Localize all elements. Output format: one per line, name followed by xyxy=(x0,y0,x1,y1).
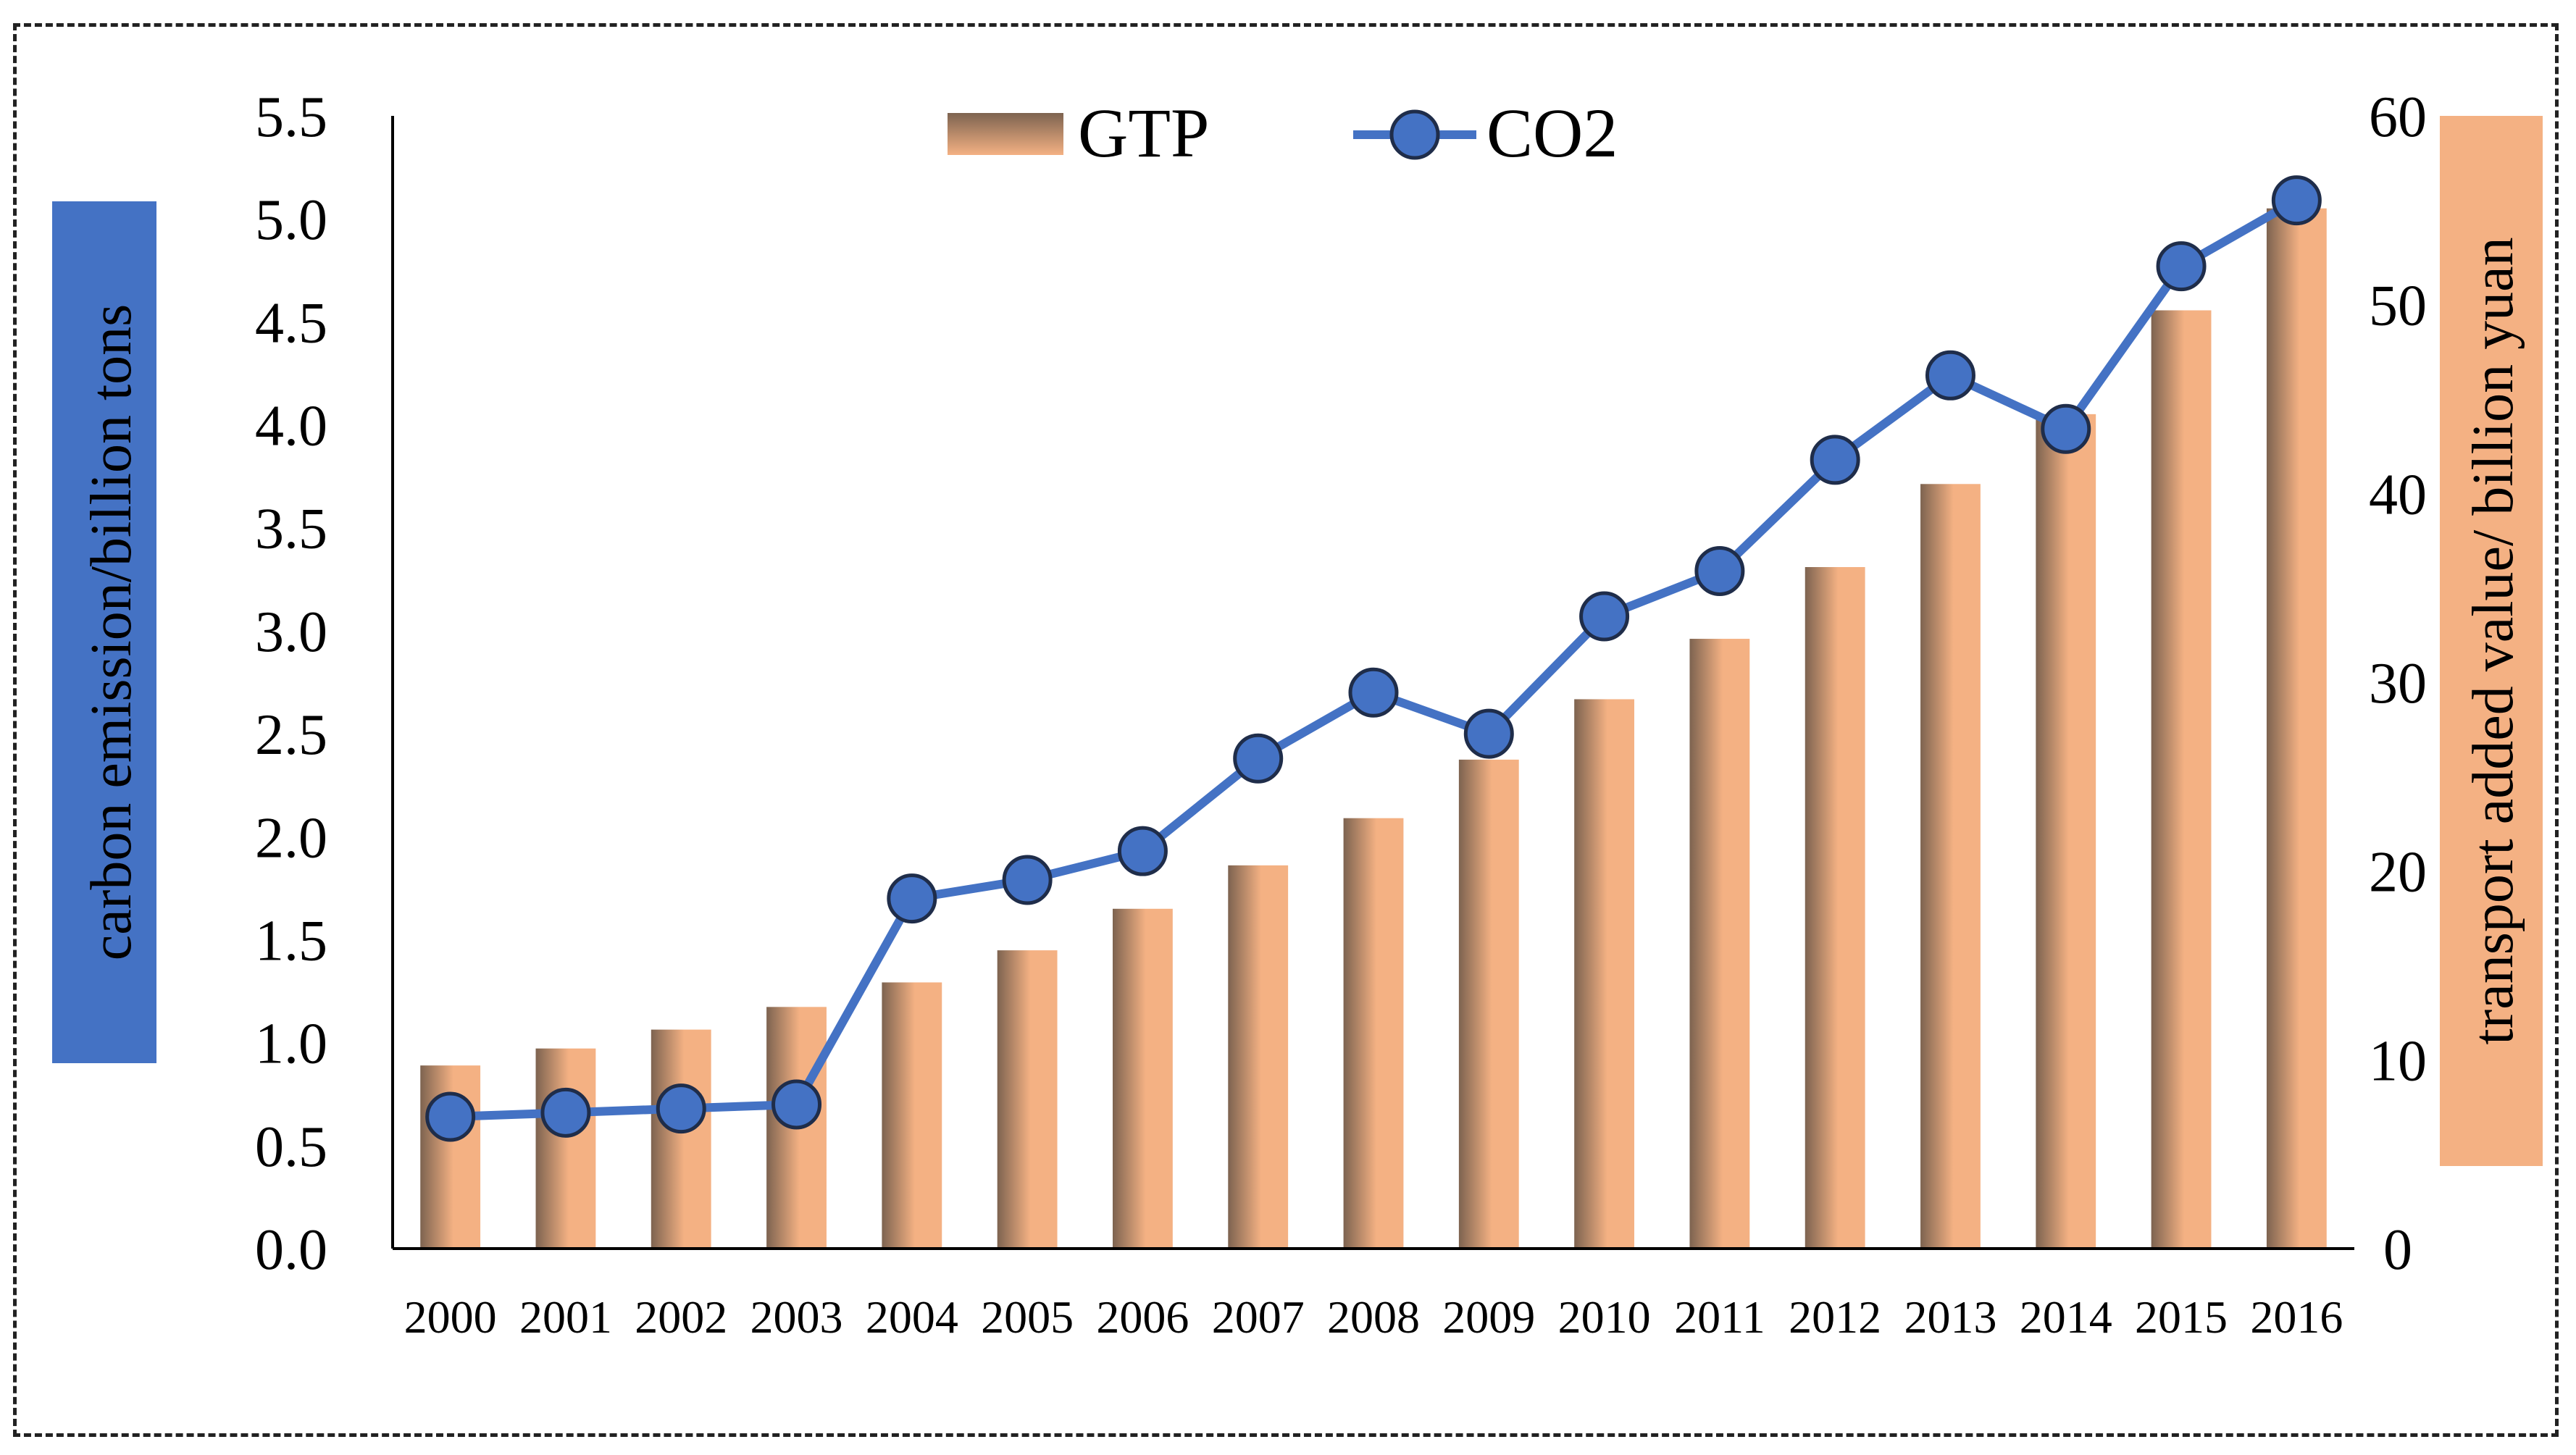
dashed-frame xyxy=(13,23,2559,1437)
co2-point-2008 xyxy=(1348,667,1399,718)
gtp-bar-2013 xyxy=(1920,484,1981,1249)
gtp-bar-2009 xyxy=(1458,759,1519,1249)
left-axis-label: carbon emission/billion tons xyxy=(80,304,143,961)
x-tick-label: 2011 xyxy=(1674,1291,1765,1343)
legend-co2-label: CO2 xyxy=(1486,94,1618,172)
left-tick-label: 0.5 xyxy=(255,1115,327,1179)
co2-point-2003 xyxy=(771,1079,822,1130)
x-tick-label: 2005 xyxy=(981,1291,1074,1343)
legend-gtp-label: GTP xyxy=(1078,94,1209,172)
x-tick-label: 2010 xyxy=(1558,1291,1651,1343)
co2-point-2004 xyxy=(887,873,937,924)
gtp-bar-2008 xyxy=(1343,818,1404,1249)
co2-point-2009 xyxy=(1463,708,1514,759)
gtp-bar-2007 xyxy=(1228,865,1289,1249)
left-tick-label: 2.0 xyxy=(255,806,327,870)
left-tick-label: 2.5 xyxy=(255,703,327,767)
legend-co2-marker xyxy=(1389,109,1440,160)
left-axis-ticks: 0.0 0.5 1.0 1.5 2.0 2.5 3.0 3.5 4.0 4.5 5.0 5.5 xyxy=(255,85,327,1282)
left-tick-label: 3.0 xyxy=(255,600,327,664)
co2-point-2014 xyxy=(2041,403,2091,454)
gtp-bar-2006 xyxy=(1112,908,1173,1249)
gtp-bar-2002 xyxy=(651,1029,711,1249)
x-tick-label: 2016 xyxy=(2250,1291,2343,1343)
co2-point-2015 xyxy=(2156,241,2207,292)
right-tick-label: 10 xyxy=(2369,1029,2427,1093)
left-tick-label: 1.0 xyxy=(255,1012,327,1076)
right-axis-label: transport added value/ billion yuan xyxy=(2462,237,2525,1044)
gtp-bar-2001 xyxy=(535,1048,596,1249)
co2-point-2013 xyxy=(1925,350,1975,401)
co2-point-2010 xyxy=(1579,591,1630,642)
co2-point-2000 xyxy=(425,1091,476,1142)
x-tick-label: 2003 xyxy=(750,1291,843,1343)
line-series-co2 xyxy=(425,175,2322,1142)
right-tick-label: 40 xyxy=(2369,463,2427,527)
bar-series-gtp xyxy=(420,208,2327,1249)
gtp-bar-2015 xyxy=(2151,310,2212,1249)
x-tick-label: 2007 xyxy=(1212,1291,1305,1343)
left-tick-label: 5.0 xyxy=(255,188,327,252)
left-tick-label: 0.0 xyxy=(255,1218,327,1282)
left-tick-label: 4.0 xyxy=(255,395,327,458)
gtp-bar-2005 xyxy=(997,950,1058,1249)
co2-point-2005 xyxy=(1002,855,1053,905)
right-axis-ticks: 0 10 20 30 40 50 60 xyxy=(2369,85,2427,1282)
gtp-bar-2016 xyxy=(2266,208,2327,1249)
x-tick-label: 2006 xyxy=(1096,1291,1189,1343)
x-tick-label: 2002 xyxy=(635,1291,727,1343)
x-tick-label: 2004 xyxy=(866,1291,958,1343)
x-tick-label: 2008 xyxy=(1327,1291,1420,1343)
co2-point-2001 xyxy=(540,1087,591,1138)
left-axis-label-bg xyxy=(52,201,156,1063)
gtp-bar-2004 xyxy=(882,982,942,1249)
x-tick-label: 2013 xyxy=(1904,1291,1996,1343)
right-tick-label: 30 xyxy=(2369,652,2427,716)
right-tick-label: 60 xyxy=(2369,85,2427,149)
right-tick-label: 20 xyxy=(2369,841,2427,905)
axes xyxy=(391,116,2354,1250)
gtp-bar-2011 xyxy=(1689,639,1750,1249)
left-tick-label: 1.5 xyxy=(255,909,327,973)
co2-point-2012 xyxy=(1810,435,1860,485)
x-tick-label: 2001 xyxy=(519,1291,612,1343)
co2-point-2016 xyxy=(2271,175,2322,226)
right-tick-label: 50 xyxy=(2369,274,2427,338)
co2-point-2002 xyxy=(656,1083,706,1134)
x-tick-label: 2015 xyxy=(2135,1291,2228,1343)
gtp-bar-2010 xyxy=(1574,699,1635,1249)
x-tick-label: 2000 xyxy=(404,1291,497,1343)
right-axis-label-bg xyxy=(2440,116,2543,1166)
left-tick-label: 4.5 xyxy=(255,291,327,355)
co2-point-2011 xyxy=(1694,545,1745,596)
x-tick-label: 2014 xyxy=(2020,1291,2112,1343)
co2-point-2007 xyxy=(1233,733,1284,784)
axis-labels: carbon emission/billion tons transport ad… xyxy=(52,116,2543,1166)
x-tick-label: 2012 xyxy=(1789,1291,1881,1343)
x-tick-label: 2009 xyxy=(1442,1291,1535,1343)
left-tick-label: 5.5 xyxy=(255,85,327,149)
right-tick-label: 0 xyxy=(2383,1218,2412,1282)
legend: GTP CO2 xyxy=(948,94,1618,172)
co2-point-2006 xyxy=(1117,826,1168,876)
x-axis-ticks: 2000 2001 2002 2003 2004 2005 2006 2007 2008 2009… xyxy=(404,1291,2343,1343)
gtp-bar-2012 xyxy=(1805,566,1865,1249)
legend-gtp-swatch xyxy=(948,113,1063,155)
gtp-bar-2014 xyxy=(2036,414,2096,1249)
left-tick-label: 3.5 xyxy=(255,498,327,561)
